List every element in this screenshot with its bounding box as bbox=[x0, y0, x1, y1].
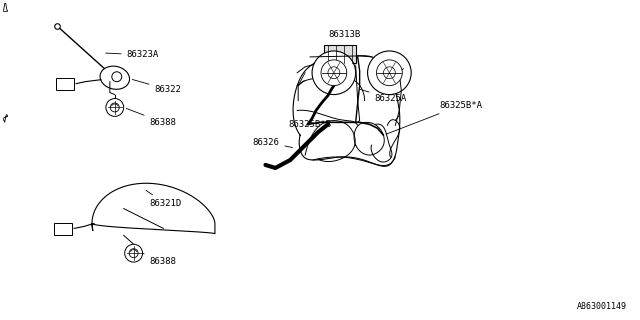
Text: 86325B*A: 86325B*A bbox=[386, 101, 482, 134]
Circle shape bbox=[106, 99, 124, 116]
Text: 86388: 86388 bbox=[143, 253, 177, 266]
FancyBboxPatch shape bbox=[56, 78, 74, 90]
Text: 86321D: 86321D bbox=[146, 190, 182, 208]
Text: 86388: 86388 bbox=[126, 108, 177, 127]
Text: 86323A: 86323A bbox=[106, 51, 159, 60]
Text: 86326: 86326 bbox=[253, 138, 292, 148]
Ellipse shape bbox=[100, 66, 129, 89]
Circle shape bbox=[367, 51, 412, 95]
Text: 86325A: 86325A bbox=[360, 89, 407, 103]
Circle shape bbox=[376, 60, 403, 86]
Circle shape bbox=[328, 67, 340, 79]
FancyBboxPatch shape bbox=[324, 45, 356, 63]
Text: 86313B: 86313B bbox=[328, 30, 360, 39]
Polygon shape bbox=[3, 4, 8, 11]
Circle shape bbox=[383, 67, 396, 79]
Circle shape bbox=[125, 244, 143, 262]
Circle shape bbox=[129, 249, 138, 258]
Circle shape bbox=[312, 51, 356, 95]
Polygon shape bbox=[3, 114, 8, 122]
Circle shape bbox=[112, 72, 122, 82]
FancyBboxPatch shape bbox=[54, 223, 72, 235]
Circle shape bbox=[110, 103, 119, 112]
Text: 86325B*B: 86325B*B bbox=[288, 113, 332, 129]
Circle shape bbox=[321, 60, 347, 86]
Text: 86322: 86322 bbox=[132, 79, 181, 94]
Text: A863001149: A863001149 bbox=[577, 302, 627, 311]
